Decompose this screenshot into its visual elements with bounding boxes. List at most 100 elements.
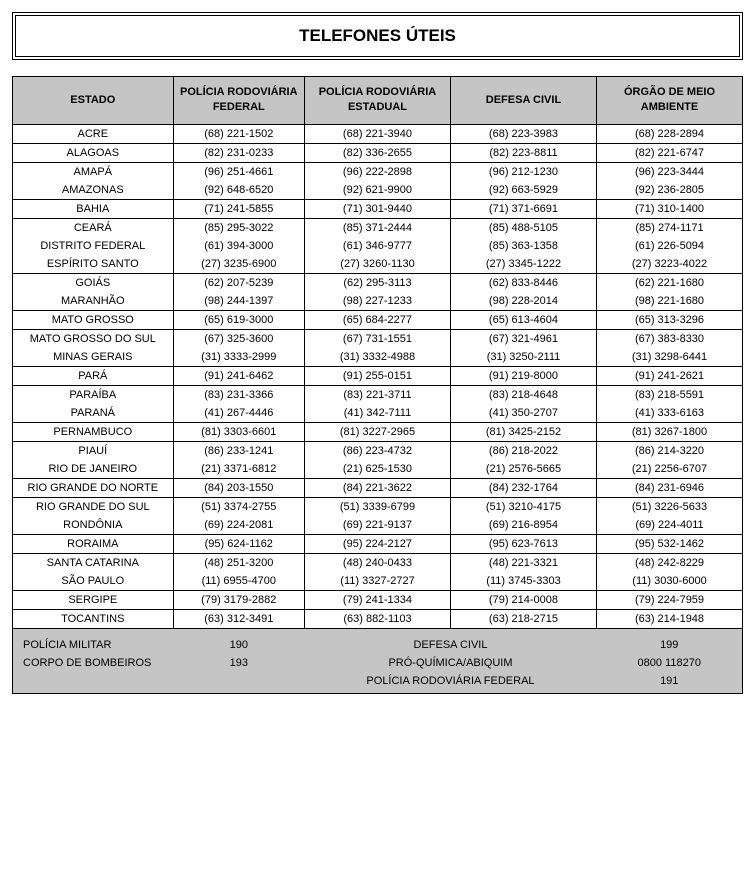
cell-pre: (85) 371-2444 (304, 218, 450, 237)
cell-estado: ACRE (13, 124, 174, 143)
cell-estado: ALAGOAS (13, 143, 174, 162)
cell-prf: (21) 3371-6812 (173, 460, 304, 479)
cell-pre: (48) 240-0433 (304, 553, 450, 572)
cell-oma: (91) 241-2621 (596, 366, 742, 385)
cell-oma: (48) 242-8229 (596, 553, 742, 572)
cell-estado: PIAUÍ (13, 441, 174, 460)
cell-prf: (96) 251-4661 (173, 162, 304, 181)
cell-prf: (95) 624-1162 (173, 534, 304, 553)
col-header-estado: ESTADO (13, 77, 174, 125)
cell-prf: (82) 231-0233 (173, 143, 304, 162)
table-header-row: ESTADO POLÍCIA RODOVIÁRIA FEDERAL POLÍCI… (13, 77, 743, 125)
cell-prf: (11) 6955-4700 (173, 572, 304, 591)
cell-oma: (71) 310-1400 (596, 199, 742, 218)
cell-dc: (92) 663-5929 (450, 181, 596, 200)
cell-estado: AMAPÁ (13, 162, 174, 181)
cell-dc: (48) 221-3321 (450, 553, 596, 572)
cell-dc: (41) 350-2707 (450, 404, 596, 423)
col-header-oma: ÓRGÃO DE MEIO AMBIENTE (596, 77, 742, 125)
cell-pre: (98) 227-1233 (304, 292, 450, 311)
cell-estado: DISTRITO FEDERAL (13, 237, 174, 255)
cell-prf: (98) 244-1397 (173, 292, 304, 311)
table-row: PIAUÍ(86) 233-1241(86) 223-4732(86) 218-… (13, 441, 743, 460)
cell-prf: (92) 648-6520 (173, 181, 304, 200)
cell-prf: (69) 224-2081 (173, 516, 304, 535)
cell-dc: (96) 212-1230 (450, 162, 596, 181)
cell-pre: (68) 221-3940 (304, 124, 450, 143)
cell-pre: (11) 3327-2727 (304, 572, 450, 591)
cell-estado: MARANHÃO (13, 292, 174, 311)
cell-estado: RIO GRANDE DO SUL (13, 497, 174, 516)
cell-dc: (71) 371-6691 (450, 199, 596, 218)
cell-pre: (21) 625-1530 (304, 460, 450, 479)
footer-label: PRÓ-QUÍMICA/ABIQUIM (304, 654, 596, 672)
cell-dc: (62) 833-8446 (450, 273, 596, 292)
cell-pre: (82) 336-2655 (304, 143, 450, 162)
cell-estado: BAHIA (13, 199, 174, 218)
cell-estado: PARAÍBA (13, 385, 174, 404)
cell-prf: (63) 312-3491 (173, 609, 304, 628)
table-row: BAHIA(71) 241-5855(71) 301-9440(71) 371-… (13, 199, 743, 218)
cell-oma: (98) 221-1680 (596, 292, 742, 311)
cell-prf: (91) 241-6462 (173, 366, 304, 385)
cell-pre: (51) 3339-6799 (304, 497, 450, 516)
table-row: PARÁ(91) 241-6462(91) 255-0151(91) 219-8… (13, 366, 743, 385)
table-row: MARANHÃO(98) 244-1397(98) 227-1233(98) 2… (13, 292, 743, 311)
cell-oma: (96) 223-3444 (596, 162, 742, 181)
cell-oma: (65) 313-3296 (596, 310, 742, 329)
footer-value: 0800 118270 (596, 654, 742, 672)
cell-estado: TOCANTINS (13, 609, 174, 628)
table-row: AMAPÁ(96) 251-4661(96) 222-2898(96) 212-… (13, 162, 743, 181)
cell-prf: (41) 267-4446 (173, 404, 304, 423)
cell-oma: (95) 532-1462 (596, 534, 742, 553)
table-row: MATO GROSSO DO SUL(67) 325-3600(67) 731-… (13, 329, 743, 348)
table-row: RIO DE JANEIRO(21) 3371-6812(21) 625-153… (13, 460, 743, 479)
cell-pre: (79) 241-1334 (304, 590, 450, 609)
footer-label: POLÍCIA RODOVIÁRIA FEDERAL (304, 672, 596, 694)
cell-dc: (83) 218-4648 (450, 385, 596, 404)
cell-pre: (81) 3227-2965 (304, 422, 450, 441)
cell-prf: (86) 233-1241 (173, 441, 304, 460)
col-header-dc: DEFESA CIVIL (450, 77, 596, 125)
cell-estado: PARÁ (13, 366, 174, 385)
cell-estado: PERNAMBUCO (13, 422, 174, 441)
cell-pre: (86) 223-4732 (304, 441, 450, 460)
cell-oma: (81) 3267-1800 (596, 422, 742, 441)
table-row: RIO GRANDE DO NORTE(84) 203-1550(84) 221… (13, 478, 743, 497)
cell-pre: (27) 3260-1130 (304, 255, 450, 274)
cell-dc: (31) 3250-2111 (450, 348, 596, 367)
cell-pre: (31) 3332-4988 (304, 348, 450, 367)
cell-prf: (48) 251-3200 (173, 553, 304, 572)
footer-value: 193 (173, 654, 304, 672)
cell-dc: (98) 228-2014 (450, 292, 596, 311)
cell-oma: (82) 221-6747 (596, 143, 742, 162)
table-row: ESPÍRITO SANTO(27) 3235-6900(27) 3260-11… (13, 255, 743, 274)
table-row: ACRE(68) 221-1502(68) 221-3940(68) 223-3… (13, 124, 743, 143)
cell-estado: SERGIPE (13, 590, 174, 609)
table-row: AMAZONAS(92) 648-6520(92) 621-9900(92) 6… (13, 181, 743, 200)
table-row: DISTRITO FEDERAL(61) 394-3000(61) 346-97… (13, 237, 743, 255)
footer-row: CORPO DE BOMBEIROS193PRÓ-QUÍMICA/ABIQUIM… (13, 654, 743, 672)
table-row: SANTA CATARINA(48) 251-3200(48) 240-0433… (13, 553, 743, 572)
table-row: GOIÁS(62) 207-5239(62) 295-3113(62) 833-… (13, 273, 743, 292)
cell-pre: (61) 346-9777 (304, 237, 450, 255)
cell-prf: (84) 203-1550 (173, 478, 304, 497)
cell-oma: (31) 3298-6441 (596, 348, 742, 367)
cell-pre: (69) 221-9137 (304, 516, 450, 535)
table-row: ALAGOAS(82) 231-0233(82) 336-2655 (82) 22… (13, 143, 743, 162)
cell-oma: (61) 226-5094 (596, 237, 742, 255)
cell-dc: (68) 223-3983 (450, 124, 596, 143)
cell-dc: (21) 2576-5665 (450, 460, 596, 479)
cell-prf: (67) 325-3600 (173, 329, 304, 348)
cell-prf: (83) 231-3366 (173, 385, 304, 404)
cell-dc: (79) 214-0008 (450, 590, 596, 609)
table-row: MINAS GERAIS(31) 3333-2999(31) 3332-4988… (13, 348, 743, 367)
cell-estado: GOIÁS (13, 273, 174, 292)
cell-estado: ESPÍRITO SANTO (13, 255, 174, 274)
cell-dc: (51) 3210-4175 (450, 497, 596, 516)
cell-oma: (79) 224-7959 (596, 590, 742, 609)
cell-oma: (84) 231-6946 (596, 478, 742, 497)
cell-estado: RIO GRANDE DO NORTE (13, 478, 174, 497)
col-header-prf: POLÍCIA RODOVIÁRIA FEDERAL (173, 77, 304, 125)
cell-estado: CEARÁ (13, 218, 174, 237)
